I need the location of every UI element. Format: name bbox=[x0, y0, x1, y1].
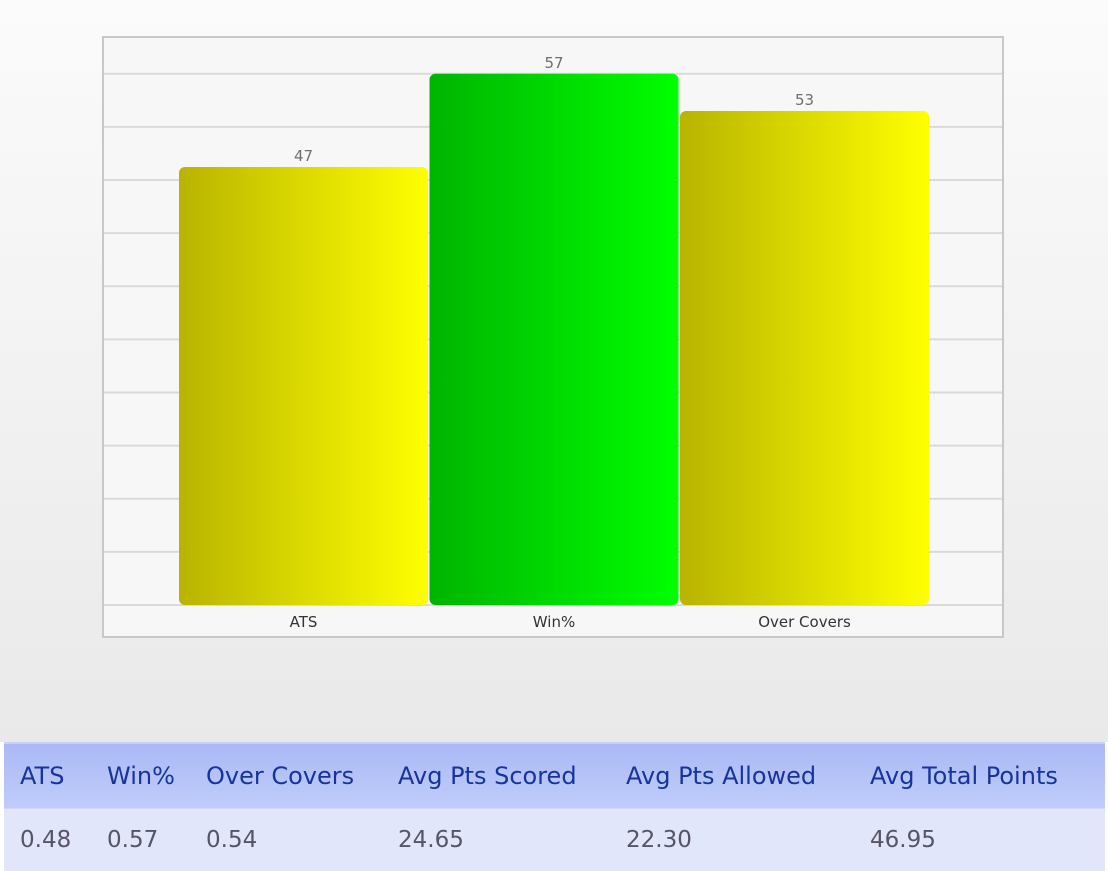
bar-ats bbox=[179, 167, 428, 605]
category-label: Over Covers bbox=[758, 613, 851, 631]
bar-chart: 47 ATS 57 Win% 53 Over Covers bbox=[0, 0, 1108, 742]
data-label: 57 bbox=[544, 54, 563, 72]
header-over-covers: Over Covers bbox=[190, 743, 382, 809]
value-avg-total-points: 46.95 bbox=[854, 809, 1105, 871]
bar-win- bbox=[430, 74, 679, 605]
header-ats: ATS bbox=[4, 743, 91, 809]
category-label: Win% bbox=[533, 613, 575, 631]
stats-value-row: 0.48 0.57 0.54 24.65 22.30 46.95 bbox=[4, 809, 1105, 871]
value-ats: 0.48 bbox=[4, 809, 91, 871]
header-avg-pts-scored: Avg Pts Scored bbox=[382, 743, 610, 809]
header-avg-total-points: Avg Total Points bbox=[854, 743, 1105, 809]
category-label: ATS bbox=[290, 613, 318, 631]
header-win-pct: Win% bbox=[91, 743, 190, 809]
value-over-covers: 0.54 bbox=[190, 809, 382, 871]
header-avg-pts-allowed: Avg Pts Allowed bbox=[610, 743, 854, 809]
value-win-pct: 0.57 bbox=[91, 809, 190, 871]
data-label: 53 bbox=[795, 91, 814, 109]
chart-area: 47 ATS 57 Win% 53 Over Covers bbox=[0, 0, 1108, 742]
value-avg-pts-allowed: 22.30 bbox=[610, 809, 854, 871]
bar-over-covers bbox=[680, 111, 929, 605]
stats-table: ATS Win% Over Covers Avg Pts Scored Avg … bbox=[4, 742, 1105, 871]
data-label: 47 bbox=[294, 147, 313, 165]
value-avg-pts-scored: 24.65 bbox=[382, 809, 610, 871]
stats-header-row: ATS Win% Over Covers Avg Pts Scored Avg … bbox=[4, 743, 1105, 809]
